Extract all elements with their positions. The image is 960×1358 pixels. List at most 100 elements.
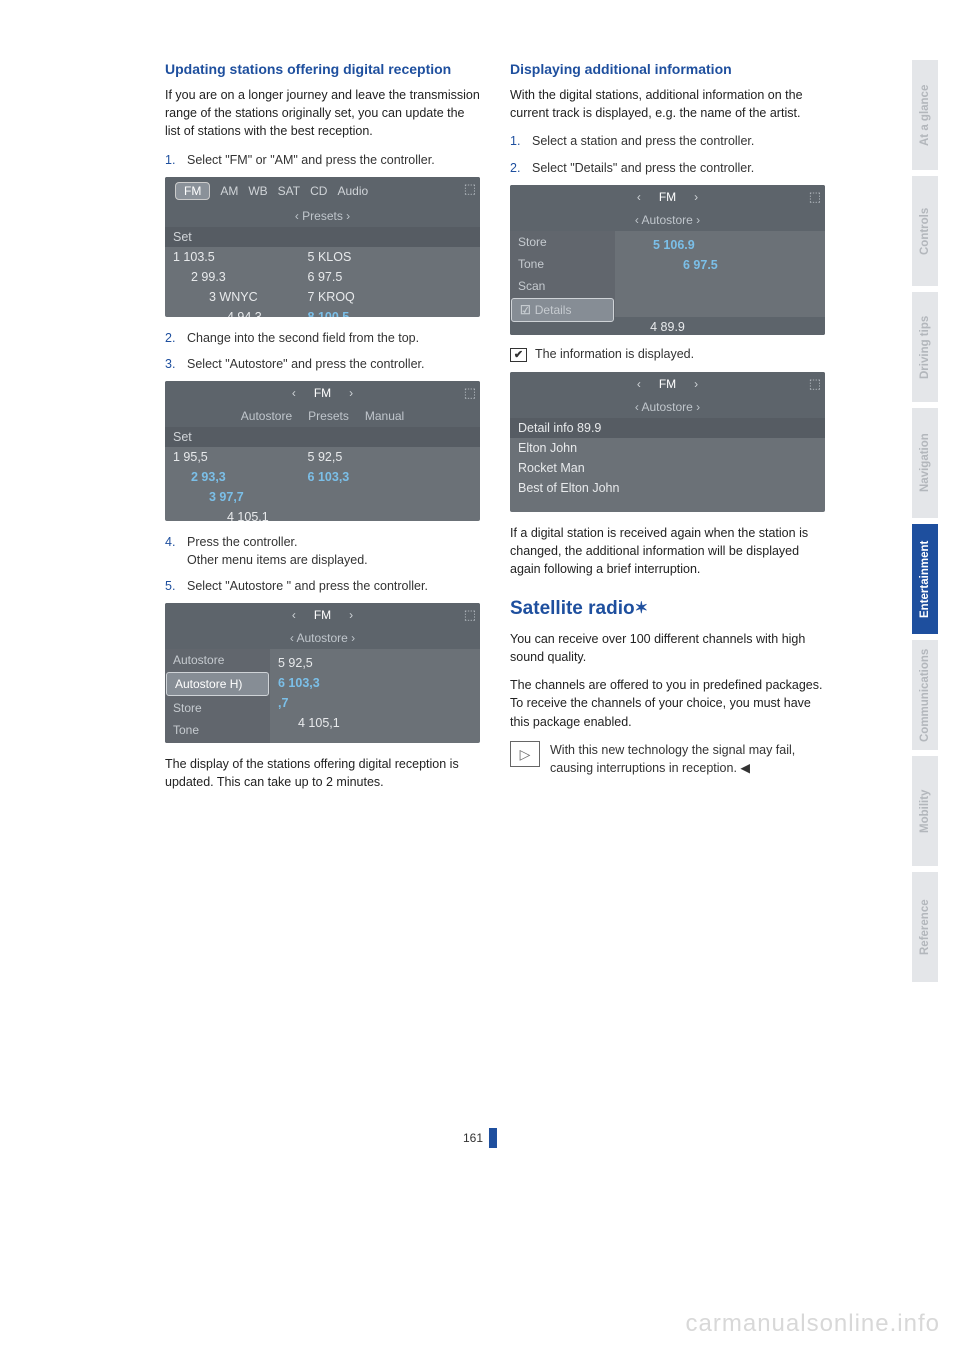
cell: 4 105,1 (173, 510, 308, 521)
note-block: ▷ With this new technology the signal ma… (510, 741, 825, 777)
tab-controls[interactable]: Controls (912, 176, 938, 286)
tab-autostore: Autostore (241, 409, 292, 423)
cell: 1 95,5 (173, 450, 308, 464)
side-menu: Autostore Autostore H) Store Tone (165, 649, 270, 743)
page-number-bar (489, 1128, 497, 1148)
label: Details (535, 303, 572, 317)
step-text: Select "Autostore" and press the control… (187, 355, 480, 373)
cell: 4 94.3 (173, 310, 308, 317)
tab: Manual (365, 409, 404, 423)
side-item-selected: Autostore H) (166, 672, 269, 696)
cell: 2 93,3 (173, 470, 308, 484)
text: The information is displayed. (535, 347, 694, 361)
radio-screenshot-2: ‹FM› Autostore Presets Manual Set 1 95,5… (165, 381, 480, 521)
tab: WB (248, 184, 267, 198)
tab-communications[interactable]: Communications (912, 640, 938, 750)
warning-icon: ▷ (510, 741, 540, 767)
step-text: Press the controller. Other menu items a… (187, 533, 480, 569)
step-text: Select "Details" and press the controlle… (532, 159, 825, 177)
side-item: Store (165, 697, 270, 719)
step-4: 4. Press the controller. Other menu item… (165, 533, 480, 569)
side-item: Store (510, 231, 615, 253)
tab-navigation[interactable]: Navigation (912, 408, 938, 518)
cell: 2 99.3 (173, 270, 308, 284)
label: FM (659, 190, 676, 204)
radio-screenshot-r2: ‹FM› ‹ Autostore › Detail info 89.9 Elto… (510, 372, 825, 512)
para: With the digital stations, additional in… (510, 86, 825, 122)
cell: 4 89.9 (650, 320, 685, 334)
side-item: Autostore (165, 649, 270, 671)
cell: 6 103,3 (278, 676, 385, 690)
line: Press the controller. (187, 535, 297, 549)
cell: 6 103,3 (308, 470, 472, 484)
side-item: Scan (510, 275, 615, 297)
text: Satellite radio (510, 598, 635, 619)
step-num: 2. (165, 329, 187, 347)
side-tabs: At a glance Controls Driving tips Naviga… (912, 60, 938, 982)
step-text: Change into the second field from the to… (187, 329, 480, 347)
detail-line: Rocket Man (518, 461, 585, 475)
para: The display of the stations offering dig… (165, 755, 480, 791)
step-2: 2. Change into the second field from the… (165, 329, 480, 347)
side-item: Tone (165, 719, 270, 741)
cell: 6 97.5 (308, 270, 472, 284)
step-num: 1. (165, 151, 187, 169)
cell: 4 105,1 (278, 716, 365, 730)
corner-icon: ⬚ (464, 181, 476, 197)
set-label: Set (173, 230, 192, 244)
radio-screenshot-3: ‹FM› ‹ Autostore › Autostore Autostore H… (165, 603, 480, 743)
step-5: 5. Select "Autostore " and press the con… (165, 577, 480, 595)
side-item: Tone (510, 253, 615, 275)
watermark: carmanualsonline.info (686, 1310, 940, 1338)
subheader: ‹ Presets › (165, 205, 480, 227)
check-icon: ✔ (510, 348, 527, 362)
cell: 6 97.5 (623, 258, 730, 272)
step-num: 3. (165, 355, 187, 373)
side-item-details: ☑Details (511, 298, 614, 322)
asterisk-icon: ✶ (635, 600, 648, 617)
side-menu: Store Tone Scan ☑Details (510, 231, 615, 317)
step-1: 1. Select a station and press the contro… (510, 132, 825, 150)
left-column: Updating stations offering digital recep… (165, 60, 480, 802)
page-number: 161 (463, 1128, 497, 1148)
tab: CD (310, 184, 327, 198)
radio-screenshot-r1: ‹FM› ‹ Autostore › Store Tone Scan ☑Deta… (510, 185, 825, 335)
detail-line: Elton John (518, 441, 577, 455)
heading-displaying: Displaying additional information (510, 60, 825, 78)
subheader: ‹ Autostore › (510, 396, 825, 418)
tab-reference[interactable]: Reference (912, 872, 938, 982)
cell: 3 WNYC (173, 290, 308, 304)
cell: 7 KROQ (308, 290, 472, 304)
tab-driving-tips[interactable]: Driving tips (912, 292, 938, 402)
cell: 5 KLOS (308, 250, 472, 264)
tab: Presets (308, 409, 349, 423)
line: Other menu items are displayed. (187, 553, 368, 567)
set-label: Set (173, 430, 192, 444)
page-number-text: 161 (463, 1131, 483, 1145)
tab: Audio (337, 184, 368, 198)
step-num: 1. (510, 132, 532, 150)
para: You can receive over 100 different chann… (510, 630, 825, 666)
corner-icon: ⬚ (809, 189, 821, 205)
label: FM (314, 386, 331, 400)
detail-line: Best of Elton John (518, 481, 619, 495)
cell: ,7 (278, 696, 365, 710)
tab: SAT (278, 184, 300, 198)
info-displayed-line: ✔ The information is displayed. (510, 347, 825, 362)
cell: 1 103.5 (173, 250, 308, 264)
tab-at-a-glance[interactable]: At a glance (912, 60, 938, 170)
heading-satellite: Satellite radio✶ (510, 598, 825, 620)
tab-mobility[interactable]: Mobility (912, 756, 938, 866)
subheader: ‹ Autostore › (510, 209, 825, 231)
step-1: 1. Select "FM" or "AM" and press the con… (165, 151, 480, 169)
detail-title: Detail info 89.9 (518, 421, 601, 435)
step-2: 2. Select "Details" and press the contro… (510, 159, 825, 177)
right-column: Displaying additional information With t… (510, 60, 825, 802)
step-3: 3. Select "Autostore" and press the cont… (165, 355, 480, 373)
cell: 5 92,5 (308, 450, 472, 464)
step-text: Select "FM" or "AM" and press the contro… (187, 151, 480, 169)
cell: 8 100.5 (308, 310, 472, 317)
cell: 5 106.9 (623, 238, 730, 252)
tab-entertainment[interactable]: Entertainment (912, 524, 938, 634)
corner-icon: ⬚ (464, 385, 476, 401)
